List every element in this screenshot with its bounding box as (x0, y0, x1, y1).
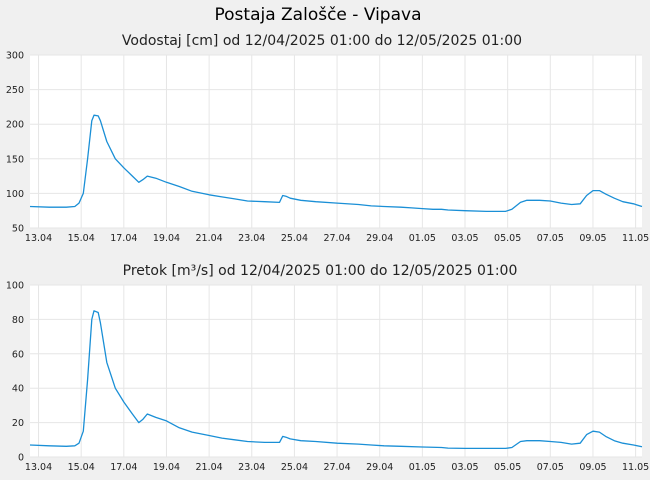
water-level-x-tick-label: 05.05 (494, 233, 521, 244)
discharge-x-tick-label: 07.05 (537, 462, 564, 473)
discharge-y-tick-label: 60 (12, 349, 24, 360)
discharge-grid (30, 284, 642, 458)
water-level-x-tick-label: 23.04 (238, 233, 265, 244)
discharge-x-tick-label: 11.05 (622, 462, 649, 473)
discharge-x-tick-label: 21.04 (196, 462, 223, 473)
water-level-x-tick-label: 11.05 (622, 233, 649, 244)
discharge-x-tick-label: 19.04 (153, 462, 180, 473)
water-level-x-tick-label: 25.04 (281, 233, 308, 244)
discharge-y-tick-label: 80 (12, 315, 24, 326)
discharge-x-tick-label: 29.04 (366, 462, 393, 473)
water-level-x-tick-label: 15.04 (68, 233, 95, 244)
discharge-x-tick-label: 09.05 (579, 462, 606, 473)
discharge-y-tick-label: 100 (6, 281, 24, 292)
water-level-x-tick-label: 27.04 (323, 233, 350, 244)
discharge-x-tick-label: 13.04 (25, 462, 52, 473)
discharge-x-tick-label: 17.04 (110, 462, 137, 473)
water-level-x-tick-label: 13.04 (25, 233, 52, 244)
water-level-y-tick-label: 200 (6, 120, 24, 131)
discharge-series-line (29, 310, 643, 450)
discharge-x-tick-label: 27.04 (323, 462, 350, 473)
discharge-x-ticks: 13.04 15.04 17.04 19.04 21.04 23.04 25.04 27.04… (25, 462, 649, 473)
discharge-y-tick-label: 20 (12, 418, 24, 429)
water-level-x-tick-label: 09.05 (579, 233, 606, 244)
water-level-x-tick-label: 19.04 (153, 233, 180, 244)
water-level-chart: Vodostaj [cm] od 12/04/2025 01:00 do 12/… (6, 33, 649, 244)
water-level-x-tick-label: 07.05 (537, 233, 564, 244)
water-level-x-tick-label: 29.04 (366, 233, 393, 244)
discharge-chart-title: Pretok [m³/s] od 12/04/2025 01:00 do 12/… (123, 263, 518, 279)
water-level-series-line (29, 114, 643, 213)
water-level-x-ticks: 13.04 15.04 17.04 19.04 21.04 23.04 25.04 27.04… (25, 233, 649, 244)
discharge-x-tick-label: 25.04 (281, 462, 308, 473)
water-level-x-tick-label: 01.05 (409, 233, 436, 244)
discharge-x-tick-label: 01.05 (409, 462, 436, 473)
water-level-y-tick-label: 150 (6, 154, 24, 165)
discharge-y-tick-label: 0 (18, 453, 24, 464)
water-level-x-tick-label: 03.05 (451, 233, 478, 244)
water-level-plot-area (30, 55, 642, 228)
water-level-y-tick-label: 250 (6, 85, 24, 96)
water-level-y-tick-label: 300 (6, 51, 24, 62)
discharge-x-tick-label: 15.04 (68, 462, 95, 473)
water-level-chart-title: Vodostaj [cm] od 12/04/2025 01:00 do 12/… (122, 33, 522, 49)
discharge-y-ticks: 0 20 40 60 80 100 (6, 281, 24, 464)
discharge-x-tick-label: 23.04 (238, 462, 265, 473)
water-level-y-tick-label: 50 (12, 224, 24, 235)
discharge-y-tick-label: 40 (12, 384, 24, 395)
water-level-grid (30, 54, 642, 229)
discharge-chart: Pretok [m³/s] od 12/04/2025 01:00 do 12/… (6, 263, 649, 473)
discharge-x-tick-label: 05.05 (494, 462, 521, 473)
page-title: Postaja Zalošče - Vipava (215, 5, 422, 25)
discharge-x-tick-label: 03.05 (451, 462, 478, 473)
discharge-plot-area (30, 285, 642, 457)
water-level-y-ticks: 50 100 150 200 250 300 (6, 51, 24, 235)
water-level-y-tick-label: 100 (6, 189, 24, 200)
water-level-x-tick-label: 17.04 (110, 233, 137, 244)
water-level-x-tick-label: 21.04 (196, 233, 223, 244)
